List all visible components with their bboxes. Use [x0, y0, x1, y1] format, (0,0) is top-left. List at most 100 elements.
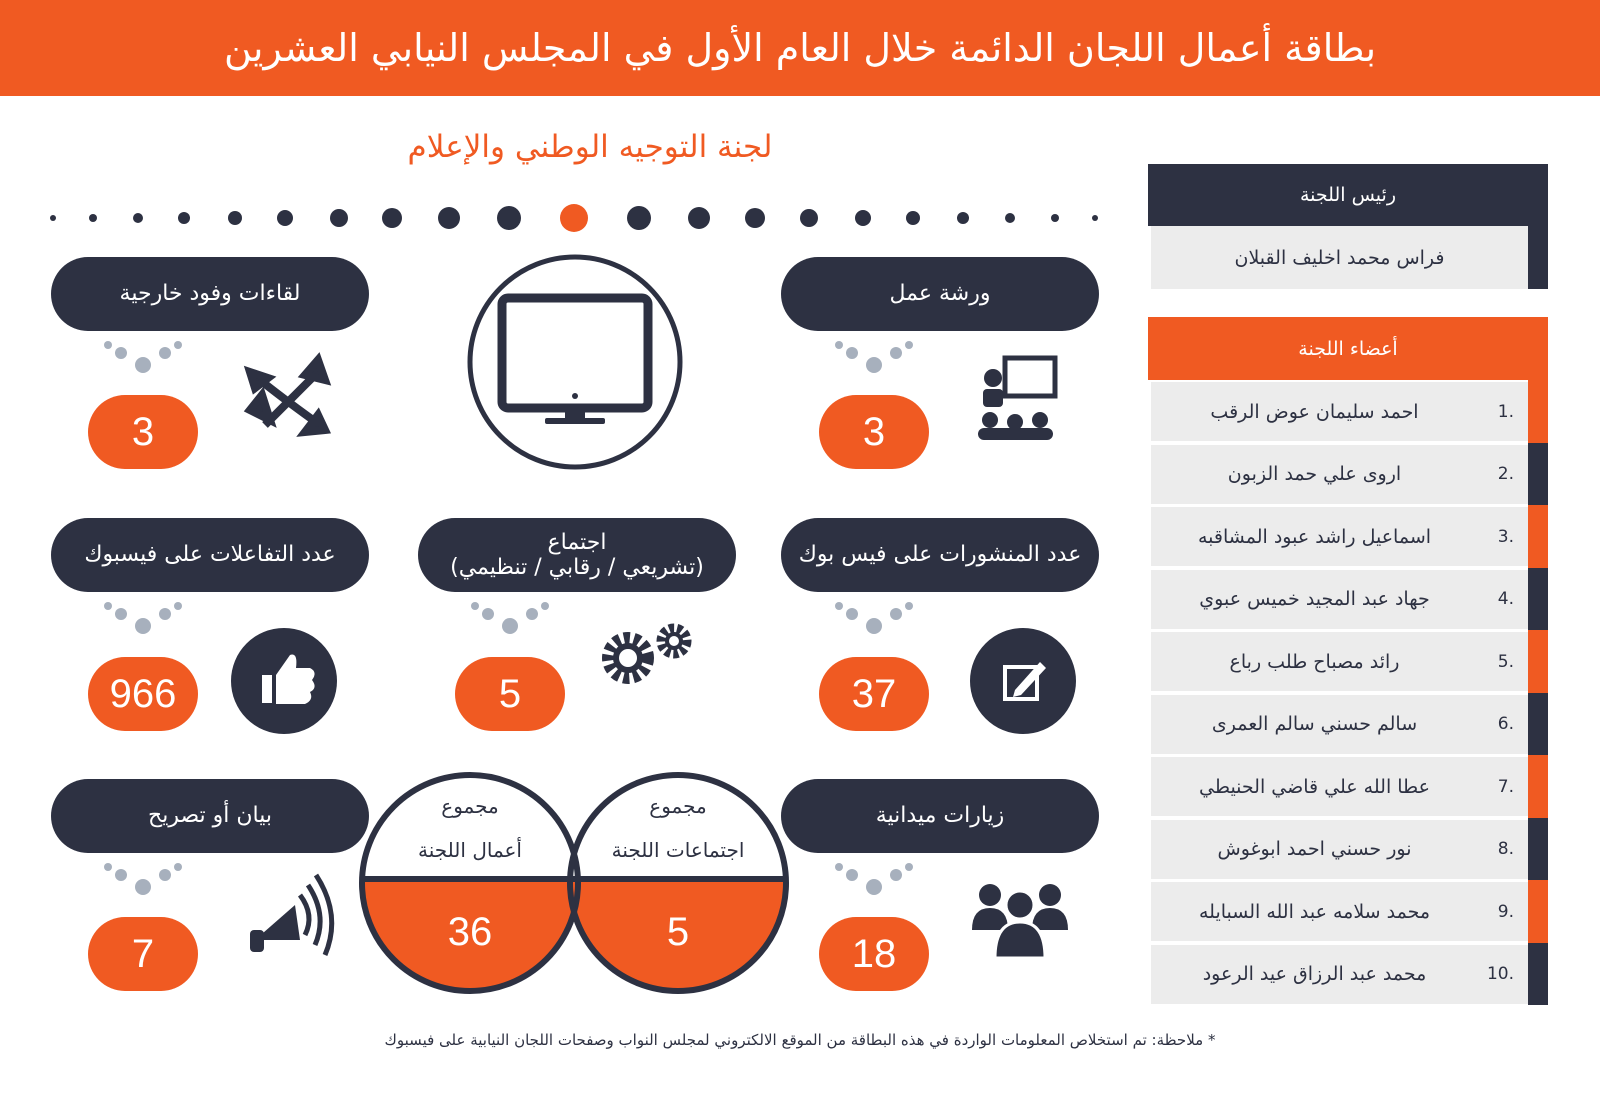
dot	[1005, 213, 1015, 223]
stat-value: 3	[88, 395, 198, 469]
dot	[866, 618, 882, 634]
members-label: أعضاء اللجنة	[1148, 317, 1548, 380]
member-name: جهاد عبد المجيد خميس عبوي	[1199, 588, 1430, 610]
stripe	[1528, 505, 1548, 568]
stat-label: ورشة عمل	[781, 257, 1099, 331]
member-row: اروى علي حمد الزبون 2.	[1151, 444, 1528, 504]
dot	[159, 869, 171, 881]
stripe	[1528, 226, 1548, 289]
dot	[890, 347, 902, 359]
dot	[50, 215, 56, 221]
dot	[228, 211, 242, 225]
dot	[835, 602, 843, 610]
note: * ملاحظة: تم استخلاص المعلومات الواردة ف…	[384, 1031, 1216, 1049]
dot	[745, 208, 765, 228]
dot	[846, 869, 858, 881]
dot	[104, 863, 112, 871]
dot	[115, 869, 127, 881]
member-row: سالم حسني سالم العمرى 6.	[1151, 694, 1528, 754]
dot	[688, 207, 710, 229]
dot	[330, 209, 348, 227]
member-name: رائد مصباح طلب رباع	[1229, 650, 1400, 673]
workshop-icon	[978, 355, 1058, 440]
dot	[905, 341, 913, 349]
monitor-icon	[467, 254, 683, 470]
dot	[1092, 215, 1098, 221]
dot	[846, 608, 858, 620]
stat-value: 18	[819, 917, 929, 991]
megaphone-icon	[250, 873, 335, 956]
stripe	[1528, 817, 1548, 880]
totals-shape	[359, 772, 789, 994]
dot	[890, 869, 902, 881]
dot	[174, 341, 182, 349]
member-row: اسماعيل راشد عبود المشاقبه 3.	[1151, 507, 1528, 566]
people-icon	[972, 884, 1068, 960]
stripe	[1528, 567, 1548, 630]
dot	[866, 357, 882, 373]
member-name: سالم حسني سالم العمرى	[1211, 713, 1418, 735]
member-name: اروى علي حمد الزبون	[1227, 463, 1402, 485]
stat-value: 37	[819, 657, 929, 731]
dot	[1051, 214, 1059, 222]
member-row: نور حسني احمد ابوغوش 8.	[1151, 819, 1528, 879]
dot	[115, 608, 127, 620]
stripe	[1528, 692, 1548, 755]
stat-label: اجتماع (تشريعي / رقابي / تنظيمي)	[418, 518, 736, 592]
member-number: 3.	[1497, 526, 1514, 547]
member-number: 2.	[1497, 464, 1514, 484]
dot	[135, 879, 151, 895]
dot	[526, 608, 538, 620]
dot	[277, 210, 293, 226]
dot	[835, 863, 843, 871]
dot	[906, 211, 920, 225]
member-number: 10.	[1486, 964, 1514, 984]
total-label-line: اجتماعات اللجنة	[611, 838, 745, 862]
stat-label: زيارات ميدانية	[781, 779, 1099, 853]
member-number: 1.	[1497, 401, 1514, 422]
stat-label: لقاءات وفود خارجية	[51, 257, 369, 331]
dot	[159, 608, 171, 620]
stripe	[1528, 755, 1548, 818]
member-number: 9.	[1497, 901, 1514, 922]
dot	[866, 879, 882, 895]
dot-row	[50, 204, 1098, 232]
dot	[135, 618, 151, 634]
stat-label-line: اجتماع	[547, 529, 607, 555]
dot	[541, 602, 549, 610]
dot	[178, 212, 190, 224]
dot	[159, 347, 171, 359]
stripe	[1528, 442, 1548, 505]
member-number: 7.	[1497, 776, 1514, 797]
chair-name-box: فراس محمد اخليف القبلان	[1151, 226, 1528, 289]
dot	[174, 863, 182, 871]
total-label: مجموع اجتماعات اللجنة	[588, 788, 768, 868]
dot	[905, 602, 913, 610]
dot	[800, 209, 818, 227]
member-row: عطا الله علي قاضي الحنيطي 7.	[1151, 757, 1528, 816]
dot	[133, 213, 143, 223]
dot	[89, 214, 97, 222]
committee-name: لجنة التوجيه الوطني والإعلام	[407, 129, 773, 165]
stripe	[1528, 380, 1548, 443]
total-label: مجموع أعمال اللجنة	[380, 788, 560, 868]
total-label-line: أعمال اللجنة	[418, 838, 522, 862]
dot	[174, 602, 182, 610]
chair-label: رئيس اللجنة	[1148, 164, 1548, 226]
member-row: رائد مصباح طلب رباع 5.	[1151, 632, 1528, 691]
edit-icon	[970, 628, 1076, 734]
total-value: 5	[666, 910, 690, 954]
member-name: احمد سليمان عوض الرقب	[1210, 400, 1419, 423]
dot	[115, 347, 127, 359]
dot	[846, 347, 858, 359]
member-name: محمد عبد الرزاق عيد الرعود	[1202, 963, 1427, 985]
dot	[471, 602, 479, 610]
stripe	[1528, 942, 1548, 1005]
stat-value: 966	[88, 657, 198, 731]
member-name: عطا الله علي قاضي الحنيطي	[1199, 775, 1430, 798]
exchange-icon	[243, 352, 332, 437]
stat-label: بيان أو تصريح	[51, 779, 369, 853]
dot	[855, 210, 871, 226]
member-name: محمد سلامه عبد الله السبايله	[1198, 900, 1431, 923]
